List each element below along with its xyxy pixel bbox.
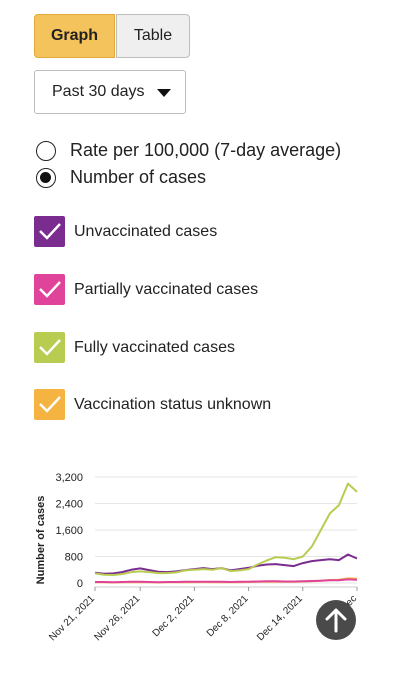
- y-axis-label: Number of cases: [35, 496, 47, 585]
- caret-down-icon: [157, 89, 171, 97]
- y-tick-label: 0: [77, 578, 83, 590]
- checkbox-checked-icon[interactable]: [34, 389, 65, 420]
- x-tick-label: Dec 8, 2021: [205, 593, 251, 639]
- radio-label: Rate per 100,000 (7-day average): [70, 140, 342, 160]
- x-tick-label: Nov 26, 2021: [92, 593, 142, 643]
- radio-button-selected-icon[interactable]: [36, 167, 56, 188]
- y-tick-label: 3,200: [55, 472, 83, 484]
- series-line-unvaccinated-cases: [94, 553, 358, 575]
- x-tick-label: Nov 21, 2021: [47, 593, 97, 643]
- toggle-fully-vaccinated[interactable]: Fully vaccinated cases: [34, 332, 235, 363]
- radio-button-icon[interactable]: [36, 140, 56, 161]
- series-line-fully-vaccinated-cases: [94, 482, 358, 576]
- toggle-label: Fully vaccinated cases: [74, 338, 235, 356]
- series-line-partially-vaccinated-cases: [95, 578, 358, 584]
- toggle-status-unknown[interactable]: Vaccination status unknown: [34, 389, 271, 420]
- radio-label: Number of cases: [70, 167, 207, 187]
- x-tick-label: Dec 2, 2021: [151, 593, 197, 639]
- x-tick-label: Dec 14, 2021: [255, 593, 305, 643]
- period-select[interactable]: Past 30 days: [34, 70, 186, 114]
- checkbox-checked-icon[interactable]: [34, 216, 65, 247]
- arrow-up-icon: [325, 608, 347, 633]
- period-select-value: Past 30 days: [52, 83, 145, 100]
- y-tick-label: 800: [65, 552, 83, 564]
- radio-number-of-cases[interactable]: Number of cases: [36, 167, 206, 188]
- toggle-label: Partially vaccinated cases: [74, 280, 259, 298]
- radio-rate-per-100k[interactable]: Rate per 100,000 (7-day average): [36, 140, 341, 161]
- checkbox-checked-icon[interactable]: [34, 332, 65, 363]
- checkbox-checked-icon[interactable]: [34, 274, 65, 305]
- toggle-unvaccinated[interactable]: Unvaccinated cases: [34, 216, 217, 247]
- scroll-to-top-button[interactable]: [316, 600, 356, 640]
- y-tick-label: 1,600: [55, 525, 83, 537]
- tab-table[interactable]: Table: [116, 14, 190, 58]
- view-tabs: Graph Table: [34, 14, 190, 58]
- cases-line-chart: Number of cases 3,200 2,400 1,600 800 0 Nov 2…: [35, 472, 359, 643]
- tab-graph[interactable]: Graph: [34, 14, 115, 58]
- toggle-label: Vaccination status unknown: [74, 395, 272, 413]
- y-tick-label: 2,400: [55, 499, 83, 511]
- toggle-partially-vaccinated[interactable]: Partially vaccinated cases: [34, 274, 258, 305]
- toggle-label: Unvaccinated cases: [74, 222, 218, 240]
